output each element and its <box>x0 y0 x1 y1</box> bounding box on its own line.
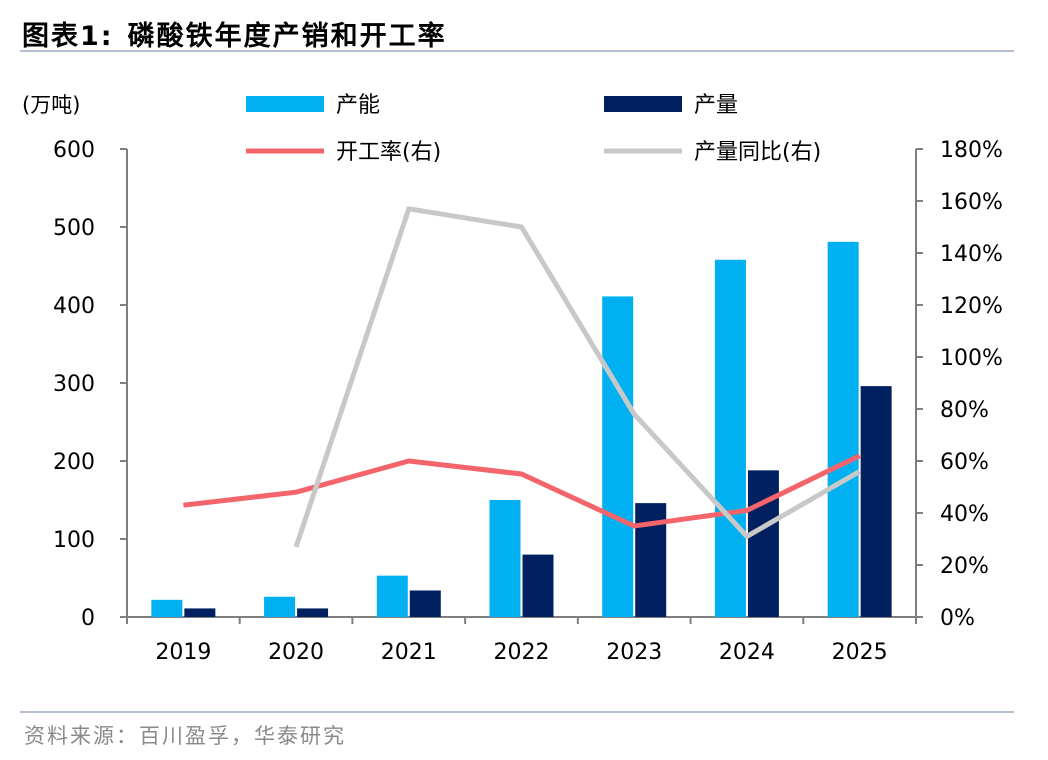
bar-产能-2021 <box>376 575 408 617</box>
right-axis-tick-label: 120% <box>940 294 1003 319</box>
left-axis-unit-label: (万吨) <box>22 93 80 117</box>
left-axis-tick-label: 600 <box>53 138 95 163</box>
left-axis-tick-label: 300 <box>53 372 95 397</box>
x-axis-tick-label: 2020 <box>268 640 324 665</box>
right-axis-tick-label: 80% <box>940 398 989 423</box>
bar-产能-2019 <box>151 599 183 617</box>
bar-产量-2024 <box>747 470 779 617</box>
line-产量同比(右) <box>293 206 861 548</box>
left-axis-tick-label: 0 <box>81 606 95 631</box>
x-axis-tick-label: 2021 <box>381 640 437 665</box>
bar-产能-2023 <box>602 296 634 617</box>
legend-label-产量同比(右): 产量同比(右) <box>694 140 821 165</box>
source-note: 资料来源：百川盈孚，华泰研究 <box>24 724 346 748</box>
legend-label-开工率(右): 开工率(右) <box>336 140 441 165</box>
figure-title: 图表1: 磷酸铁年度产销和开工率 <box>22 14 447 53</box>
right-axis-tick-label: 60% <box>940 450 989 475</box>
bar-产能-2024 <box>714 259 746 617</box>
right-axis-tick-label: 140% <box>940 242 1003 267</box>
bar-产量-2020 <box>297 608 329 617</box>
bar-产量-2019 <box>184 608 216 617</box>
left-axis-tick-label: 100 <box>53 528 95 553</box>
bar-产量-2025 <box>860 386 892 617</box>
legend-swatch-产量 <box>604 96 682 112</box>
bar-产能-2025 <box>827 241 859 617</box>
x-axis-tick-label: 2024 <box>719 640 775 665</box>
figure-label: 图表1: <box>22 21 114 52</box>
line-开工率(右) <box>183 453 861 529</box>
bar-产量-2021 <box>409 590 441 617</box>
right-axis-tick-label: 100% <box>940 346 1003 371</box>
bar-产能-2022 <box>489 500 521 617</box>
left-axis-tick-label: 400 <box>53 294 95 319</box>
right-axis-tick-label: 0% <box>940 606 975 631</box>
bar-产能-2020 <box>264 596 296 617</box>
legend-swatch-产能 <box>246 96 324 112</box>
left-axis-tick-label: 500 <box>53 216 95 241</box>
right-axis-tick-label: 180% <box>940 138 1003 163</box>
legend-label-产能: 产能 <box>336 93 380 118</box>
title-divider <box>20 50 1014 52</box>
right-axis-tick-label: 40% <box>940 502 989 527</box>
left-axis-tick-label: 200 <box>53 450 95 475</box>
bar-产量-2022 <box>522 554 554 617</box>
right-axis-tick-label: 20% <box>940 554 989 579</box>
x-axis-tick-label: 2019 <box>155 640 211 665</box>
source-divider <box>20 711 1014 713</box>
x-axis-tick-label: 2023 <box>606 640 662 665</box>
x-axis-tick-label: 2022 <box>494 640 550 665</box>
chart-title: 磷酸铁年度产销和开工率 <box>127 21 447 52</box>
legend-label-产量: 产量 <box>694 93 738 118</box>
x-axis-tick-label: 2025 <box>832 640 888 665</box>
right-axis-tick-label: 160% <box>940 190 1003 215</box>
